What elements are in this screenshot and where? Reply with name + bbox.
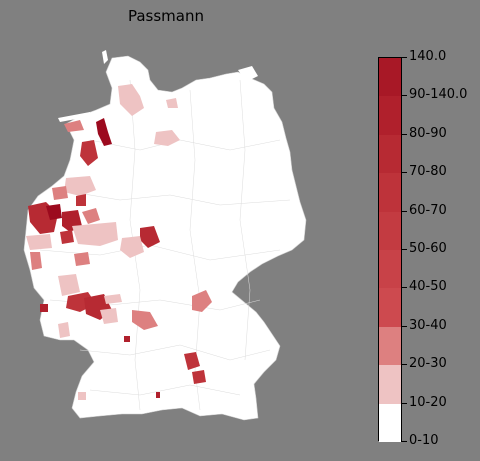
- legend-tick: [401, 133, 407, 135]
- legend-band: [379, 403, 401, 442]
- legend-tick: [401, 210, 407, 212]
- legend-band: [379, 288, 401, 327]
- east-frisian-islands: [58, 112, 92, 122]
- legend-band: [379, 326, 401, 366]
- legend-label: 90-140.0: [409, 87, 468, 103]
- map-title: Passmann: [127, 7, 204, 25]
- legend-label: 20-30: [409, 356, 447, 372]
- north-island: [102, 50, 108, 64]
- legend-tick: [401, 57, 407, 58]
- legend-tick: [401, 402, 407, 404]
- legend-band: [379, 365, 401, 404]
- legend-band: [379, 173, 401, 212]
- legend-band: [379, 211, 401, 250]
- legend-tick: [401, 287, 407, 289]
- legend-tick: [401, 249, 407, 250]
- legend-band: [379, 134, 401, 174]
- legend-label: 140.0: [409, 49, 447, 64]
- legend-tick: [401, 441, 407, 442]
- legend-label: 40-50: [409, 279, 447, 295]
- baltic-island: [238, 66, 258, 82]
- legend-label: 80-90: [409, 125, 447, 141]
- legend-label: 10-20: [409, 394, 447, 410]
- legend-tick: [401, 325, 407, 327]
- legend-label: 60-70: [409, 202, 447, 218]
- color-legend: [378, 57, 402, 442]
- legend-band: [379, 96, 401, 135]
- legend-band: [379, 250, 401, 289]
- legend-label: 70-80: [409, 164, 447, 180]
- legend-tick: [401, 364, 407, 366]
- legend-label: 0-10: [409, 433, 439, 448]
- legend-label: 50-60: [409, 241, 447, 256]
- legend-tick: [401, 95, 407, 97]
- highlighted-districts: [26, 84, 212, 400]
- legend-band: [379, 58, 401, 97]
- legend-tick: [401, 172, 407, 174]
- legend-label: 30-40: [409, 317, 447, 333]
